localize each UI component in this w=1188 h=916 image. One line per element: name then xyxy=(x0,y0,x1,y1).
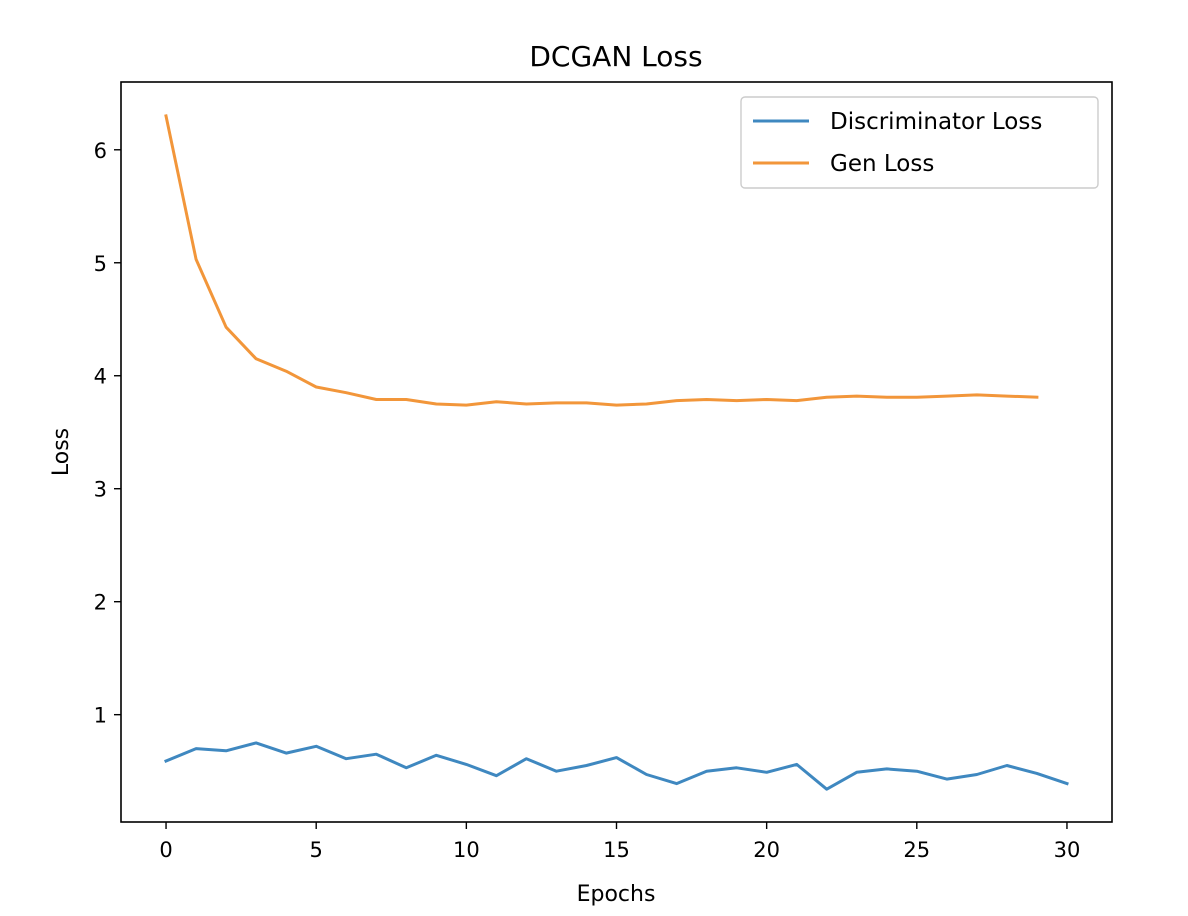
x-tick-label: 15 xyxy=(603,838,630,862)
legend-box xyxy=(740,96,1099,189)
x-tick-label: 0 xyxy=(159,838,172,862)
chart-title: DCGAN Loss xyxy=(529,40,702,73)
legend-label: Discriminator Loss xyxy=(830,109,1042,135)
y-tick-label: 3 xyxy=(94,478,107,502)
legend-item: Discriminator Loss xyxy=(753,109,1042,135)
series-discriminator-loss xyxy=(164,741,1069,791)
y-tick-label: 4 xyxy=(94,365,107,389)
x-tick-label: 30 xyxy=(1054,838,1081,862)
x-tick-label: 20 xyxy=(753,838,780,862)
plot-frame xyxy=(120,81,1113,823)
series-line-discriminator-loss xyxy=(164,741,1069,791)
legend: Discriminator Loss Gen Loss xyxy=(740,96,1099,189)
legend-item: Gen Loss xyxy=(753,151,934,177)
y-tick-label: 5 xyxy=(94,252,107,276)
legend-label: Gen Loss xyxy=(830,151,934,177)
x-axis: 0 5 10 15 20 25 30 xyxy=(159,822,1080,862)
x-tick-label: 5 xyxy=(310,838,323,862)
y-axis: 1 2 3 4 5 6 xyxy=(94,139,121,728)
y-axis-label: Loss xyxy=(49,428,74,476)
x-tick-label: 10 xyxy=(453,838,480,862)
y-tick-label: 2 xyxy=(94,591,107,615)
y-tick-label: 6 xyxy=(94,139,107,163)
y-tick-label: 1 xyxy=(94,704,107,728)
x-axis-label: Epochs xyxy=(577,882,656,907)
x-tick-label: 25 xyxy=(903,838,930,862)
series-line-gen-loss xyxy=(164,114,1039,407)
plot-area xyxy=(164,114,1069,791)
series-gen-loss xyxy=(164,114,1039,407)
